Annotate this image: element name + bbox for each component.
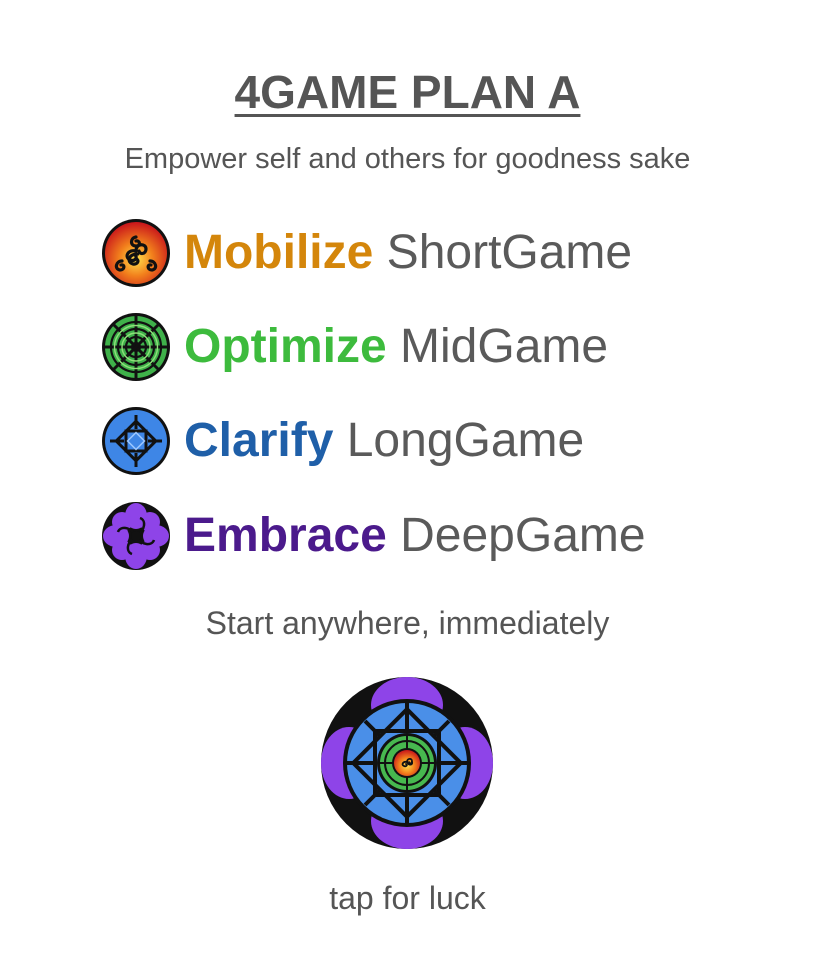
page-subtitle: Empower self and others for goodness sak…: [124, 143, 691, 175]
game-verb: Optimize: [184, 320, 387, 373]
game-name: DeepGame: [400, 509, 646, 562]
game-row-embrace[interactable]: Embrace DeepGame: [100, 498, 646, 574]
blue-knot-icon: [100, 405, 172, 477]
purple-swirl-icon: [100, 500, 172, 572]
tap-for-luck-label[interactable]: tap for luck: [329, 880, 486, 916]
game-name: ShortGame: [386, 226, 633, 279]
tagline: Start anywhere, immediately: [205, 605, 610, 641]
green-mandala-icon: [100, 311, 172, 383]
page-title: 4GAME PLAN A: [234, 66, 581, 118]
game-label: Clarify LongGame: [184, 411, 584, 471]
game-verb: Mobilize: [184, 226, 374, 279]
game-label: Embrace DeepGame: [184, 506, 646, 566]
game-label: Mobilize ShortGame: [184, 223, 632, 283]
game-name: MidGame: [400, 320, 609, 373]
game-label: Optimize MidGame: [184, 317, 608, 377]
luck-mandala-icon[interactable]: [319, 675, 495, 851]
game-name: LongGame: [346, 414, 585, 467]
game-row-mobilize[interactable]: Mobilize ShortGame: [100, 215, 632, 291]
game-verb: Embrace: [184, 509, 387, 562]
game-row-clarify[interactable]: Clarify LongGame: [100, 403, 584, 479]
triskele-sun-icon: [100, 217, 172, 289]
game-verb: Clarify: [184, 414, 334, 467]
game-row-optimize[interactable]: Optimize MidGame: [100, 309, 608, 385]
